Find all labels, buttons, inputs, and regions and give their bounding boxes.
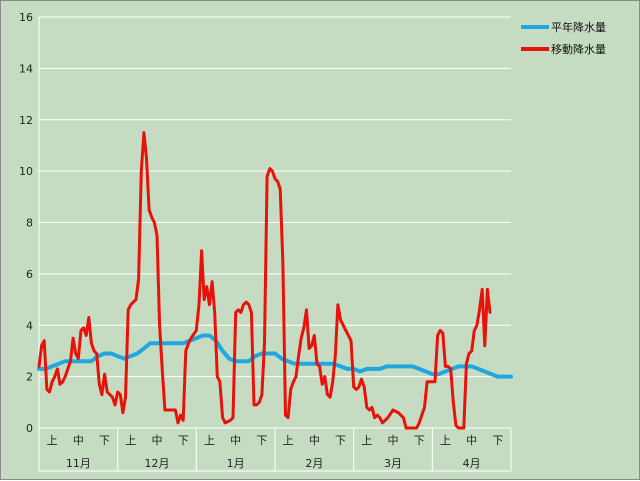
y-tick-label: 16 <box>19 11 33 24</box>
series-line-normal <box>37 333 513 379</box>
y-tick-label: 8 <box>26 217 33 230</box>
decade-label: 上 <box>283 434 294 447</box>
decade-label: 中 <box>388 434 399 447</box>
month-label: 2月 <box>305 457 323 470</box>
decade-label: 上 <box>204 434 215 447</box>
legend-label: 移動降水量 <box>551 42 606 56</box>
month-label: 11月 <box>66 457 91 470</box>
y-tick-label: 14 <box>19 62 33 75</box>
decade-label: 中 <box>309 434 320 447</box>
legend-label: 平年降水量 <box>551 20 606 34</box>
decade-label: 下 <box>335 434 346 447</box>
decade-label: 下 <box>256 434 267 447</box>
y-tick-label: 12 <box>19 114 33 127</box>
decade-label: 上 <box>47 434 58 447</box>
y-tick-label: 2 <box>26 371 33 384</box>
decade-label: 下 <box>414 434 425 447</box>
y-tick-label: 4 <box>26 319 33 332</box>
decade-label: 上 <box>125 434 136 447</box>
month-label: 3月 <box>384 457 402 470</box>
month-label: 4月 <box>463 457 481 470</box>
y-tick-label: 0 <box>26 422 33 435</box>
decade-label: 下 <box>99 434 110 447</box>
decade-label: 中 <box>152 434 163 447</box>
month-label: 1月 <box>227 457 245 470</box>
decade-label: 中 <box>466 434 477 447</box>
y-tick-label: 10 <box>19 165 33 178</box>
decade-label: 下 <box>178 434 189 447</box>
month-label: 12月 <box>145 457 170 470</box>
decade-label: 上 <box>440 434 451 447</box>
decade-label: 下 <box>492 434 503 447</box>
decade-label: 中 <box>230 434 241 447</box>
series-line-moving <box>37 131 492 430</box>
y-tick-label: 6 <box>26 268 33 281</box>
decade-label: 上 <box>361 434 372 447</box>
decade-label: 中 <box>73 434 84 447</box>
